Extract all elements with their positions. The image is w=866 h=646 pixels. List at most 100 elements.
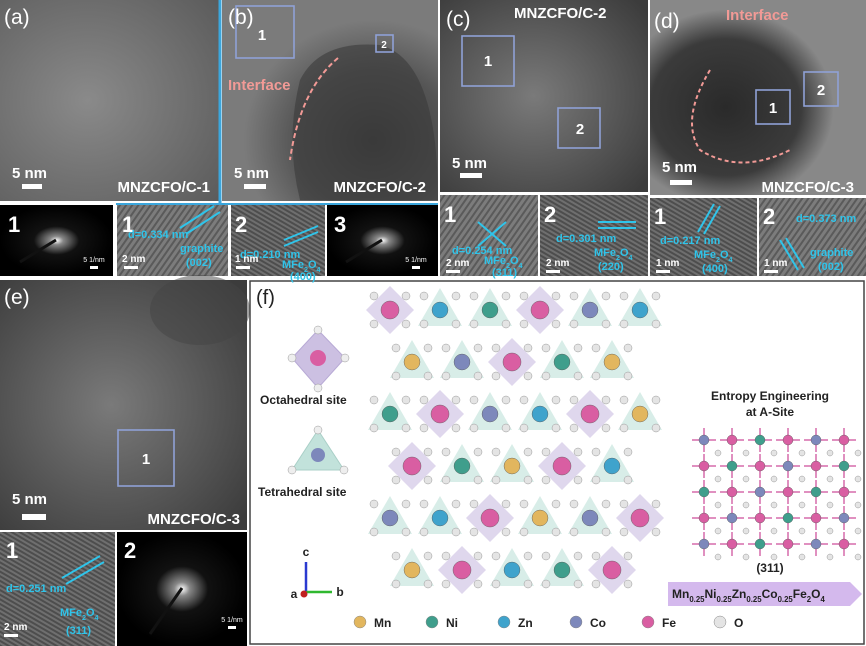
label: 1 nm	[656, 258, 679, 269]
scale-bar	[412, 266, 420, 269]
atom	[501, 527, 511, 537]
panel-label: (f)	[256, 287, 275, 309]
formula-part: graphite	[180, 243, 223, 255]
legend-swatch	[569, 615, 583, 629]
fringe-marker	[65, 561, 105, 585]
formula: graphite	[180, 243, 223, 255]
atom	[523, 447, 533, 457]
interface-line	[691, 69, 791, 164]
label: d=0.251 nm	[6, 583, 66, 595]
legend-swatch	[425, 615, 439, 629]
label: 2 nm	[546, 258, 569, 269]
atom	[523, 343, 533, 353]
atom	[551, 395, 561, 405]
atom	[419, 499, 429, 509]
tem-image	[650, 0, 866, 195]
formula-part: Ni	[705, 587, 717, 601]
label: (311)	[66, 625, 91, 637]
atom	[313, 383, 323, 393]
beam-stop	[19, 238, 57, 264]
atom	[573, 371, 583, 381]
atom	[810, 512, 822, 524]
atom	[742, 553, 750, 561]
atom	[403, 561, 421, 579]
label: d=0.217 nm	[660, 235, 720, 247]
scale-bar	[656, 270, 670, 273]
atom	[651, 423, 661, 433]
legend-swatch	[353, 615, 367, 629]
atom	[619, 423, 629, 433]
atom	[391, 579, 401, 589]
atom	[531, 405, 549, 423]
atom	[569, 319, 579, 329]
atom	[519, 395, 529, 405]
atom	[782, 460, 794, 472]
formula: Mn0.25Ni0.25Zn0.25Co0.25Fe2O4	[672, 587, 825, 604]
atom	[369, 291, 379, 301]
atom	[826, 501, 834, 509]
fringe-marker	[283, 231, 319, 247]
atom	[401, 291, 411, 301]
atom	[631, 405, 649, 423]
atom	[453, 457, 471, 475]
formula: MFe2O4	[282, 259, 321, 274]
atom	[573, 475, 583, 485]
atom	[838, 538, 850, 550]
atom	[754, 486, 766, 498]
region-box	[235, 5, 295, 59]
atom	[742, 449, 750, 457]
box-index: 2	[576, 121, 584, 138]
atom	[469, 527, 479, 537]
fringe-marker	[185, 211, 221, 235]
atom	[651, 319, 661, 329]
atom	[431, 509, 449, 527]
box-index: 1	[769, 100, 777, 117]
atom	[402, 456, 422, 476]
atom	[423, 371, 433, 381]
label: 1 nm	[764, 258, 787, 269]
formula: MFe2O4	[694, 249, 733, 264]
scale-bar	[764, 270, 778, 273]
atom	[810, 486, 822, 498]
atom	[854, 475, 862, 483]
atom	[451, 395, 461, 405]
atom	[541, 551, 551, 561]
beam-stops	[19, 238, 383, 635]
scale-bars	[4, 173, 778, 637]
label: 5 nm	[12, 165, 47, 182]
atom	[369, 423, 379, 433]
atom	[551, 499, 561, 509]
atom	[838, 460, 850, 472]
inset-index: 1	[122, 212, 134, 237]
atom	[581, 509, 599, 527]
atom	[419, 319, 429, 329]
formula: MFe2O4	[60, 607, 99, 622]
divider	[116, 203, 438, 205]
atom	[580, 404, 600, 424]
atom	[473, 475, 483, 485]
atom	[453, 353, 471, 371]
atom	[742, 475, 750, 483]
label: 2 nm	[446, 258, 469, 269]
atom	[770, 553, 778, 561]
atom	[469, 395, 479, 405]
atom	[451, 319, 461, 329]
hrtem-image	[759, 198, 866, 276]
atom	[452, 560, 472, 580]
legend-label: Fe	[662, 616, 676, 630]
interface-line	[289, 57, 339, 161]
inset-index: 2	[235, 212, 247, 237]
atom	[754, 538, 766, 550]
atom	[726, 512, 738, 524]
atom	[569, 291, 579, 301]
heading: Entropy Engineering	[711, 389, 829, 403]
atom	[770, 475, 778, 483]
atom	[340, 353, 350, 363]
label: (400)	[290, 271, 316, 283]
atom	[419, 423, 429, 433]
atom	[469, 423, 479, 433]
atom	[619, 499, 629, 509]
atom	[826, 553, 834, 561]
formula-part: MFe	[694, 249, 716, 261]
atom	[381, 405, 399, 423]
